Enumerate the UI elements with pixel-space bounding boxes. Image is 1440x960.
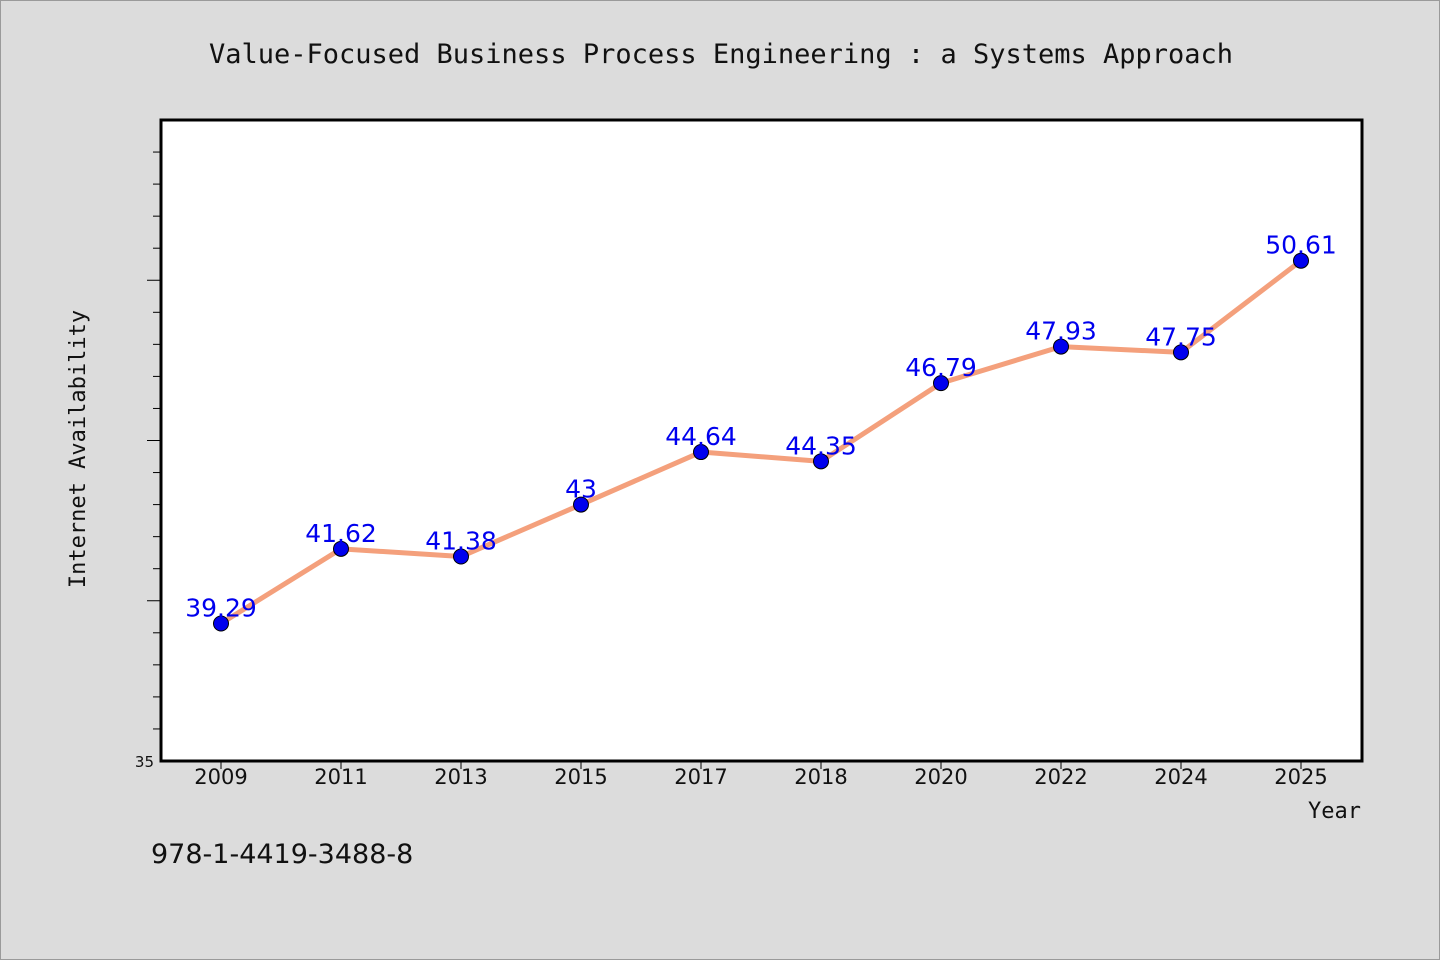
x-tick-label: 2018 [794,765,847,789]
data-point [1173,344,1189,361]
x-axis-title: Year [1308,799,1361,824]
plot-area [159,118,1364,763]
x-tick-label: 2013 [434,765,487,789]
x-tick-label: 2009 [194,765,247,789]
x-tick-label: 2025 [1274,765,1327,789]
data-label: 47.75 [1145,322,1217,351]
data-point [453,548,469,565]
series-line [218,258,1304,627]
x-tick-label: 2024 [1154,765,1207,789]
x-axis-ticks [220,761,1302,769]
data-point [813,453,829,470]
data-point [213,615,229,632]
x-tick-label: 2011 [314,765,367,789]
data-point [573,496,589,513]
data-label: 39.29 [185,594,257,623]
data-label: 50.61 [1265,231,1337,260]
data-label: 41.62 [305,519,377,548]
series-layer: 39.29 41.62 41.38 43 44.64 44.35 46.79 47.93 47.… [185,231,1337,632]
data-label: 44.64 [665,422,737,451]
data-point [1053,338,1069,355]
data-label: 47.93 [1025,317,1097,346]
data-label: 41.38 [425,527,497,556]
chart-title: Value-Focused Business Process Engineeri… [209,39,1233,70]
y-axis-min-label: 35 [135,753,154,771]
data-point [693,444,709,461]
data-label: 43 [565,475,597,504]
data-point [333,540,349,557]
data-label: 46.79 [905,353,977,382]
x-tick-label: 2020 [914,765,967,789]
data-point [1293,252,1309,269]
y-axis-ticks [147,151,161,730]
data-label: 44.35 [785,431,857,460]
x-tick-label: 2022 [1034,765,1087,789]
x-tick-label: 2015 [554,765,607,789]
isbn-footer: 978-1-4419-3488-8 [151,839,413,870]
x-tick-label: 2017 [674,765,727,789]
y-axis-title: Internet Availability [66,310,91,588]
data-point [933,375,949,392]
x-axis-tick-labels: 2009 2011 2013 2015 2017 2018 2020 2022 2024 2025 [194,765,1327,789]
